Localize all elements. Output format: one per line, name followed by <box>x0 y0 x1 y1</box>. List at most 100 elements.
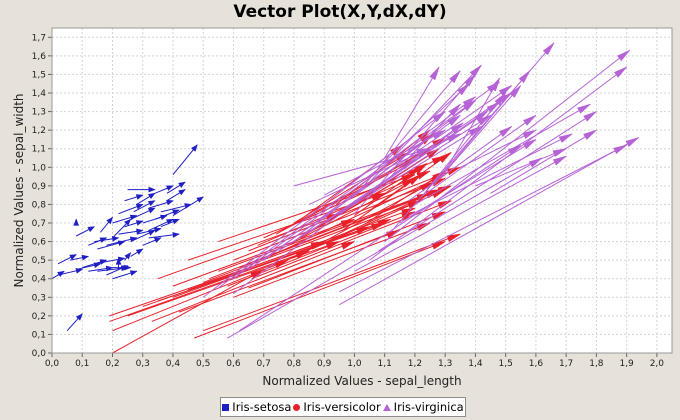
vector-arrow <box>339 144 627 293</box>
x-tick-label: 0,2 <box>105 359 119 369</box>
chart-title: Vector Plot(X,Y,dX,dY) <box>233 2 447 22</box>
vector-arrow <box>172 144 198 176</box>
x-tick-label: 0,6 <box>226 359 241 369</box>
vector-arrow <box>130 207 156 220</box>
vector-arrow <box>323 129 446 196</box>
vector-arrow <box>172 196 204 216</box>
legend-item-versicolor: Iris-versicolor <box>293 400 381 414</box>
vector-arrow <box>166 189 186 202</box>
vector-arrow <box>127 186 156 193</box>
plot-frame <box>51 27 673 354</box>
x-tick-label: 1,6 <box>529 359 544 369</box>
y-tick-label: 0,7 <box>32 219 46 229</box>
x-tick-label: 0,8 <box>287 359 302 369</box>
vector-arrow <box>154 209 180 220</box>
vector-arrow <box>354 163 428 216</box>
y-tick-label: 1,7 <box>32 33 46 43</box>
vector-arrow <box>339 126 482 215</box>
vector-layer <box>51 42 639 354</box>
legend-item-setosa: Iris-setosa <box>222 400 291 414</box>
legend-label-virginica: Iris-virginica <box>393 400 464 414</box>
vector-arrow <box>115 257 122 270</box>
series-iris-setosa <box>51 144 204 332</box>
vector-arrow <box>490 129 597 194</box>
y-tick-label: 1,5 <box>32 70 46 80</box>
x-tick-label: 2,0 <box>650 359 665 369</box>
y-tick-label: 0,5 <box>32 256 46 266</box>
y-tick-label: 0,1 <box>32 330 46 340</box>
x-tick-label: 0,7 <box>257 359 271 369</box>
vector-arrow <box>460 129 537 168</box>
vector-arrow <box>75 226 96 237</box>
vector-arrow <box>142 237 162 246</box>
vector-arrow <box>124 220 144 228</box>
vector-arrow <box>378 83 470 168</box>
axes: 0,0 0,1 0,2 0,3 0,4 0,5 0,6 0,7 0,8 0,9 1,0 1,1 1,2 1… <box>32 27 673 369</box>
y-axis-label: Normalized Values - sepal_width <box>12 93 26 287</box>
y-tick-label: 1,6 <box>32 52 47 62</box>
vector-arrow <box>124 252 132 261</box>
legend-item-virginica: Iris-virginica <box>382 400 464 414</box>
x-tick-label: 0,3 <box>136 359 150 369</box>
vector-arrow <box>420 114 537 198</box>
series-iris-virginica <box>202 42 639 339</box>
vector-arrow <box>202 111 446 298</box>
vector-arrow <box>112 270 138 280</box>
y-tick-label: 1,2 <box>32 126 46 136</box>
vector-arrow <box>148 218 174 231</box>
vector-arrow <box>118 228 144 235</box>
vector-arrow <box>112 264 132 271</box>
vector-arrow <box>342 174 422 231</box>
x-axis-label: Normalized Values - sepal_length <box>262 374 461 388</box>
y-tick-label: 1,4 <box>32 89 47 99</box>
vector-arrow <box>384 49 630 242</box>
y-tick-label: 0,3 <box>32 293 46 303</box>
y-tick-label: 0,6 <box>32 238 47 248</box>
vector-arrow <box>384 66 440 159</box>
vector-arrow <box>369 66 627 261</box>
x-tick-label: 0,5 <box>196 359 210 369</box>
legend-label-versicolor: Iris-versicolor <box>303 400 381 414</box>
vector-arrow <box>148 199 174 209</box>
vector-arrow <box>130 248 144 257</box>
x-tick-label: 0,0 <box>45 359 60 369</box>
vector-arrow <box>112 218 132 239</box>
vector-arrow <box>203 233 461 332</box>
x-tick-label: 1,2 <box>408 359 422 369</box>
vector-arrow <box>172 218 355 287</box>
vector-arrow <box>408 133 573 217</box>
x-tick-label: 1,5 <box>498 359 512 369</box>
vector-arrow <box>166 181 186 194</box>
vector-arrow <box>151 241 355 322</box>
vector-arrow <box>66 313 83 332</box>
vector-arrow <box>118 203 144 215</box>
vector-arrow <box>408 126 513 202</box>
y-tick-label: 1,3 <box>32 108 46 118</box>
x-tick-label: 0,9 <box>317 359 332 369</box>
triangle-marker-icon <box>382 403 391 411</box>
vector-arrow <box>308 101 500 233</box>
vector-arrow <box>308 133 461 205</box>
vector-arrow <box>218 174 416 243</box>
y-tick-label: 0,4 <box>32 275 47 285</box>
legend: Iris-setosa Iris-versicolor Iris-virgini… <box>220 397 466 417</box>
vector-arrow <box>233 122 464 294</box>
x-tick-label: 1,1 <box>378 359 392 369</box>
vector-arrow <box>133 200 156 213</box>
x-tick-label: 1,7 <box>559 359 573 369</box>
vector-arrow <box>438 70 531 179</box>
y-tick-label: 0,9 <box>32 182 47 192</box>
y-tick-label: 0,2 <box>32 312 46 322</box>
vector-arrow <box>293 100 476 242</box>
vector-arrow <box>136 192 156 205</box>
y-tick-label: 0,0 <box>32 349 47 359</box>
x-tick-label: 0,4 <box>166 359 181 369</box>
y-tick-label: 1,1 <box>32 145 46 155</box>
vector-arrow <box>414 103 591 205</box>
vector-arrow <box>148 232 180 239</box>
vector-arrow <box>233 81 500 280</box>
vector-arrow <box>100 216 113 233</box>
vector-arrow <box>124 194 144 202</box>
y-tick-label: 0,8 <box>32 200 47 210</box>
